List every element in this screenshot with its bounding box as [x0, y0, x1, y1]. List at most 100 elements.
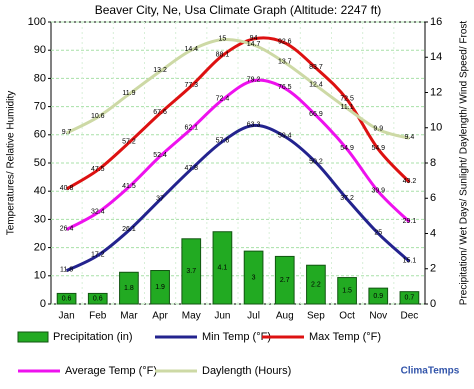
- x-tick-label: Feb: [89, 311, 107, 322]
- y2-tick-label: 14: [430, 51, 442, 63]
- data-label: 9.4: [405, 134, 415, 141]
- bar: [306, 264, 326, 305]
- data-label: 1.5: [342, 288, 352, 295]
- bar: [274, 255, 295, 305]
- data-label: 67.6: [153, 109, 167, 116]
- data-label: 62.1: [184, 125, 198, 132]
- line: [65, 78, 411, 231]
- bar: [368, 287, 389, 305]
- data-label: 37: [156, 196, 164, 203]
- data-label: 50.2: [309, 158, 323, 165]
- y-tick-label: 0: [40, 298, 46, 310]
- data-label: 14.4: [184, 46, 198, 53]
- data-label: 59.4: [278, 132, 292, 139]
- data-label: 72.5: [340, 95, 354, 102]
- data-label: 39.9: [371, 187, 385, 194]
- data-label: 26.4: [60, 225, 74, 232]
- line: [65, 37, 410, 140]
- data-label: 1.8: [124, 285, 134, 292]
- y-tick-label: 80: [34, 72, 46, 84]
- data-label: 32.4: [91, 208, 105, 215]
- data-label: 37.2: [340, 195, 354, 202]
- y2-tick-label: 8: [430, 157, 436, 169]
- data-label: 52.4: [153, 152, 167, 159]
- data-label: 41.5: [122, 183, 136, 190]
- y-tick-label: 10: [34, 270, 46, 282]
- y-tick-label: 60: [34, 129, 46, 141]
- y-tick-label: 70: [34, 101, 46, 113]
- data-label: 72.4: [216, 96, 230, 103]
- y-tick-label: 50: [34, 157, 46, 169]
- data-label: 25: [374, 229, 382, 236]
- data-label: 43.2: [403, 178, 417, 185]
- y2-tick-label: 10: [430, 122, 442, 134]
- data-label: 10.6: [91, 113, 105, 120]
- y-tick-label: 40: [34, 185, 46, 197]
- y-tick-label: 90: [34, 44, 46, 56]
- data-label: 4.1: [218, 265, 228, 272]
- y2-tick-label: 2: [430, 263, 436, 275]
- x-tick-label: Jul: [247, 311, 260, 322]
- legend-label: Min Temp (°F): [202, 331, 271, 343]
- data-label: 57.6: [216, 137, 230, 144]
- data-label: 11.1: [341, 104, 354, 111]
- y2-tick-label: 0: [430, 298, 436, 310]
- data-label: 9.9: [373, 125, 383, 132]
- x-tick-label: Nov: [369, 311, 387, 322]
- y2-axis-title: Precipitation/ Wet Days/ Sunlight/ Dayle…: [459, 21, 470, 306]
- data-label: 11.8: [60, 267, 73, 274]
- data-label: 3: [252, 274, 256, 281]
- data-label: 47.5: [91, 166, 105, 173]
- x-tick-label: Apr: [152, 311, 168, 322]
- bar: [150, 270, 170, 305]
- data-label: 94: [250, 35, 258, 42]
- legend-label: Max Temp (°F): [309, 331, 381, 343]
- data-label: 13.2: [153, 67, 167, 74]
- bar: [212, 231, 233, 305]
- data-label: 83.7: [309, 64, 323, 71]
- x-tick-label: Jun: [214, 311, 230, 322]
- x-tick-label: Mar: [120, 311, 138, 322]
- data-label: 12.4: [309, 81, 323, 88]
- data-label: 13.7: [278, 58, 292, 65]
- chart-title: Beaver City, Ne, Usa Climate Graph (Alti…: [95, 3, 382, 17]
- bar: [56, 292, 77, 305]
- x-tick-label: May: [182, 311, 201, 322]
- line: [65, 123, 411, 273]
- data-label: 54.9: [340, 145, 354, 152]
- data-label: 1.9: [155, 284, 165, 291]
- x-tick-label: Oct: [339, 311, 355, 322]
- data-label: 92.6: [278, 39, 292, 46]
- y2-tick-label: 16: [430, 16, 442, 28]
- data-label: 29.1: [403, 218, 417, 225]
- data-label: 0.6: [93, 296, 103, 303]
- x-tick-label: Jan: [59, 311, 75, 322]
- data-label: 3.7: [186, 268, 196, 275]
- x-tick-label: Aug: [276, 311, 294, 322]
- data-label: 66.9: [309, 111, 323, 118]
- data-label: 40.8: [60, 185, 74, 192]
- data-label: 15: [219, 35, 227, 42]
- bar: [119, 271, 139, 305]
- data-label: 11.9: [122, 90, 135, 97]
- data-label: 47.8: [184, 165, 198, 172]
- legend-label: Precipitation (in): [53, 331, 132, 343]
- bar: [399, 291, 420, 305]
- data-label: 63.3: [247, 121, 261, 128]
- data-label: 0.6: [62, 296, 72, 303]
- x-tick-label: Sep: [307, 311, 325, 322]
- bar: [87, 292, 108, 305]
- data-label: 0.9: [373, 293, 383, 300]
- data-label: 15.1: [403, 257, 417, 264]
- bar: [243, 250, 264, 305]
- data-label: 17.2: [91, 251, 105, 258]
- data-label: 79.2: [247, 76, 261, 83]
- data-label: 54.9: [371, 145, 385, 152]
- data-label: 88.1: [216, 51, 230, 58]
- data-label: 9.7: [62, 129, 72, 136]
- y2-tick-label: 6: [430, 192, 436, 204]
- bar: [181, 238, 202, 305]
- y-tick-label: 30: [34, 213, 46, 225]
- y-tick-label: 100: [28, 16, 46, 28]
